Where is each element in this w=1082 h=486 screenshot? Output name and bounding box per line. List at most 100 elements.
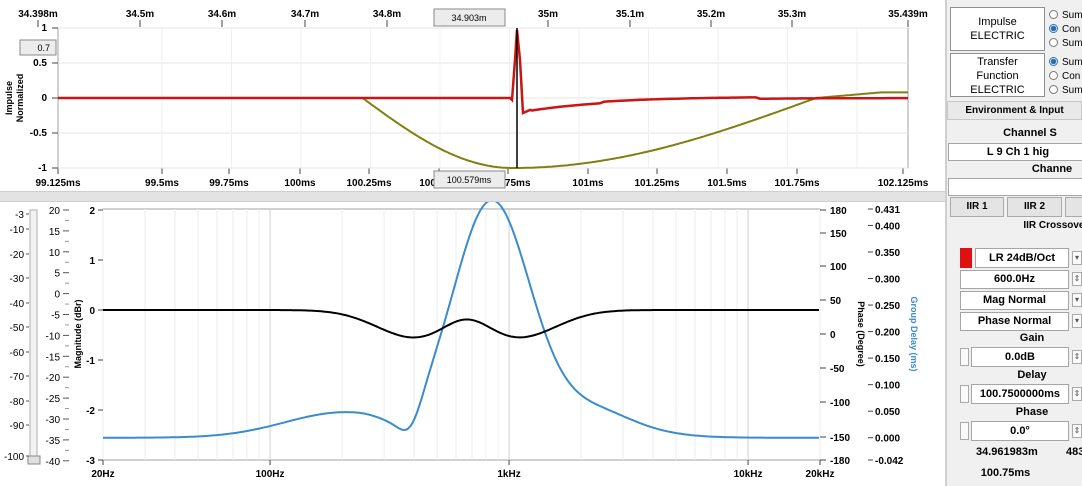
group-delay-tick-label: -0.042 (875, 456, 904, 467)
slider-scale-label: -3 (15, 210, 24, 221)
delay-slider-handle[interactable] (960, 385, 969, 403)
delay-spin-icon[interactable]: ⇕ (1072, 387, 1082, 401)
group-delay-tick-label: 0.150 (875, 354, 900, 365)
cursor-y-readout: 0.7 (37, 43, 50, 53)
magnitude-tick-label: 1 (89, 256, 95, 267)
tab-iir-2[interactable]: IIR 2 (1007, 197, 1062, 217)
impulse-plot[interactable]: 34.398m 34.5m 34.6m 34.7m 34.8m 35m 35.1m 35.2m… (0, 0, 945, 191)
delay-field[interactable]: 100.7500000ms (971, 384, 1069, 404)
phase-tick-label: 180 (830, 206, 847, 217)
impulse-response-curve (58, 29, 908, 115)
top-axis-label: 34.6m (208, 9, 236, 20)
y-axis-label: 1 (41, 23, 47, 34)
phase-tick-label: 150 (830, 229, 847, 240)
top-axis-label: 35m (538, 9, 558, 20)
channel-input[interactable] (948, 178, 1082, 196)
bottom-axis-label: 100ms (284, 178, 316, 189)
slider-scale-label: -30 (10, 274, 25, 285)
phase-axis-label: Phase (Degree) (856, 301, 866, 367)
bottom-axis-label: 101.5ms (707, 178, 747, 189)
frequency-spin-icon[interactable]: ⇕ (1072, 272, 1082, 286)
phase-field[interactable]: 0.0° (971, 421, 1069, 441)
radio-icon (1049, 85, 1058, 94)
level-scale-label: -10 (46, 331, 61, 342)
volume-slider[interactable] (27, 209, 41, 465)
x-axis-label: 20kHz (806, 469, 835, 480)
frequency-field[interactable]: 600.0Hz (960, 270, 1069, 289)
bottom-axis-label: 100.25ms (346, 178, 391, 189)
tab-more[interactable] (1065, 197, 1082, 217)
environment-input-button[interactable]: Environment & Input (947, 101, 1082, 120)
group-delay-tick-label: 0.100 (875, 381, 900, 392)
channel-select[interactable]: L 9 Ch 1 hig (948, 143, 1082, 161)
phase-mode-dropdown-icon[interactable]: ▾ (1072, 314, 1082, 328)
magnitude-tick-label: 2 (89, 206, 95, 217)
phase-label: Phase (1015, 406, 1049, 418)
impulse-y-axis: 1 0.5 0 -0.5 -1 (30, 23, 58, 174)
impulse-radio-sum[interactable]: Sum (1049, 9, 1082, 22)
transfer-radio-con[interactable]: Con (1049, 70, 1080, 83)
radio-icon (1049, 71, 1058, 80)
top-axis-label: 35.3m (778, 9, 806, 20)
readout-bottom: 100.75ms (980, 467, 1031, 479)
slider-scale-label: -10 (10, 225, 25, 236)
tab-iir-1[interactable]: IIR 1 (950, 197, 1004, 217)
level-scale: 20 15 10 5 0 -5 -10 -15 -20 -25 -30 -35 -40 (46, 206, 69, 468)
filter-type-select[interactable]: LR 24dB/Oct (975, 248, 1069, 268)
phase-tick-label: -180 (830, 456, 850, 467)
volume-slider-scale: -3 -10 -20 -30 -40 -50 -60 -70 -80 -90 -100 (4, 210, 29, 463)
gain-spin-icon[interactable]: ⇕ (1072, 350, 1082, 364)
cursor-top-readout-box (433, 8, 506, 27)
impulse-top-axis: 34.398m 34.5m 34.6m 34.7m 34.8m 35m 35.1m 35.2m… (18, 9, 928, 27)
top-axis-label: 35.2m (697, 9, 725, 20)
transfer-radio-sum-2[interactable]: Sum (1049, 84, 1082, 97)
filter-color-swatch (960, 248, 972, 268)
phase-tick-label: -50 (830, 364, 845, 375)
impulse-y-label-2: Normalized (15, 74, 25, 123)
frequency-x-axis: 20Hz 100Hz 1kHz 10kHz 20kHz (91, 460, 834, 480)
bottom-axis-label: 102.125ms (878, 178, 929, 189)
impulse-radio-con[interactable]: Con (1049, 23, 1080, 36)
phase-mode-select[interactable]: Phase Normal (960, 312, 1069, 331)
panel-splitter[interactable] (945, 0, 947, 486)
x-axis-label: 100Hz (256, 469, 285, 480)
readout-right: 483 (1066, 446, 1082, 458)
level-scale-label: 20 (49, 206, 61, 217)
readout-left: 34.961983m (976, 446, 1038, 458)
impulse-electric-button[interactable]: Impulse ELECTRIC (950, 7, 1045, 51)
transfer-radio-sum[interactable]: Sum (1049, 56, 1082, 69)
magnitude-tick-label: -2 (86, 406, 95, 417)
level-scale-label: -35 (46, 436, 61, 447)
slider-scale-label: -80 (10, 397, 25, 408)
magnitude-curve (103, 309, 819, 339)
transfer-button-sublabel: ELECTRIC (970, 84, 1025, 96)
bottom-axis-label: 99.125ms (35, 178, 80, 189)
bottom-axis-label: 101.75ms (774, 178, 819, 189)
plot-splitter[interactable] (0, 191, 945, 202)
top-axis-label: 34.398m (18, 9, 58, 20)
impulse-radio-sum-2[interactable]: Sum (1049, 37, 1082, 50)
volume-slider-handle[interactable] (27, 455, 41, 465)
bottom-axis-label: 101ms (572, 178, 604, 189)
level-scale-label: -15 (46, 352, 61, 363)
volume-slider-track[interactable] (29, 209, 38, 463)
level-scale-label: -20 (46, 373, 61, 384)
bottom-axis-label: 100.75ms (485, 178, 530, 189)
mag-mode-dropdown-icon[interactable]: ▾ (1072, 293, 1082, 307)
filter-type-dropdown-icon[interactable]: ▾ (1072, 251, 1082, 265)
gain-slider-handle[interactable] (960, 348, 969, 366)
transfer-function-button[interactable]: Transfer Function ELECTRIC (950, 53, 1045, 97)
phase-spin-icon[interactable]: ⇕ (1072, 424, 1082, 438)
phase-tick-label: -100 (830, 398, 850, 409)
bottom-axis-label: 99.5ms (145, 178, 179, 189)
gain-field[interactable]: 0.0dB (971, 347, 1069, 367)
phase-slider-handle[interactable] (960, 422, 969, 440)
slider-scale-label: -100 (4, 452, 24, 463)
frequency-plot[interactable]: -3-10-20-30-40-50-60-70-80-90-100 201510… (0, 202, 945, 486)
y-axis-label: 0 (41, 93, 47, 104)
mag-mode-select[interactable]: Mag Normal (960, 291, 1069, 310)
phase-tick-label: 50 (830, 296, 842, 307)
channel-label: Channe (1031, 163, 1073, 175)
level-scale-label: 5 (54, 269, 60, 280)
phase-tick-label: -150 (830, 433, 850, 444)
